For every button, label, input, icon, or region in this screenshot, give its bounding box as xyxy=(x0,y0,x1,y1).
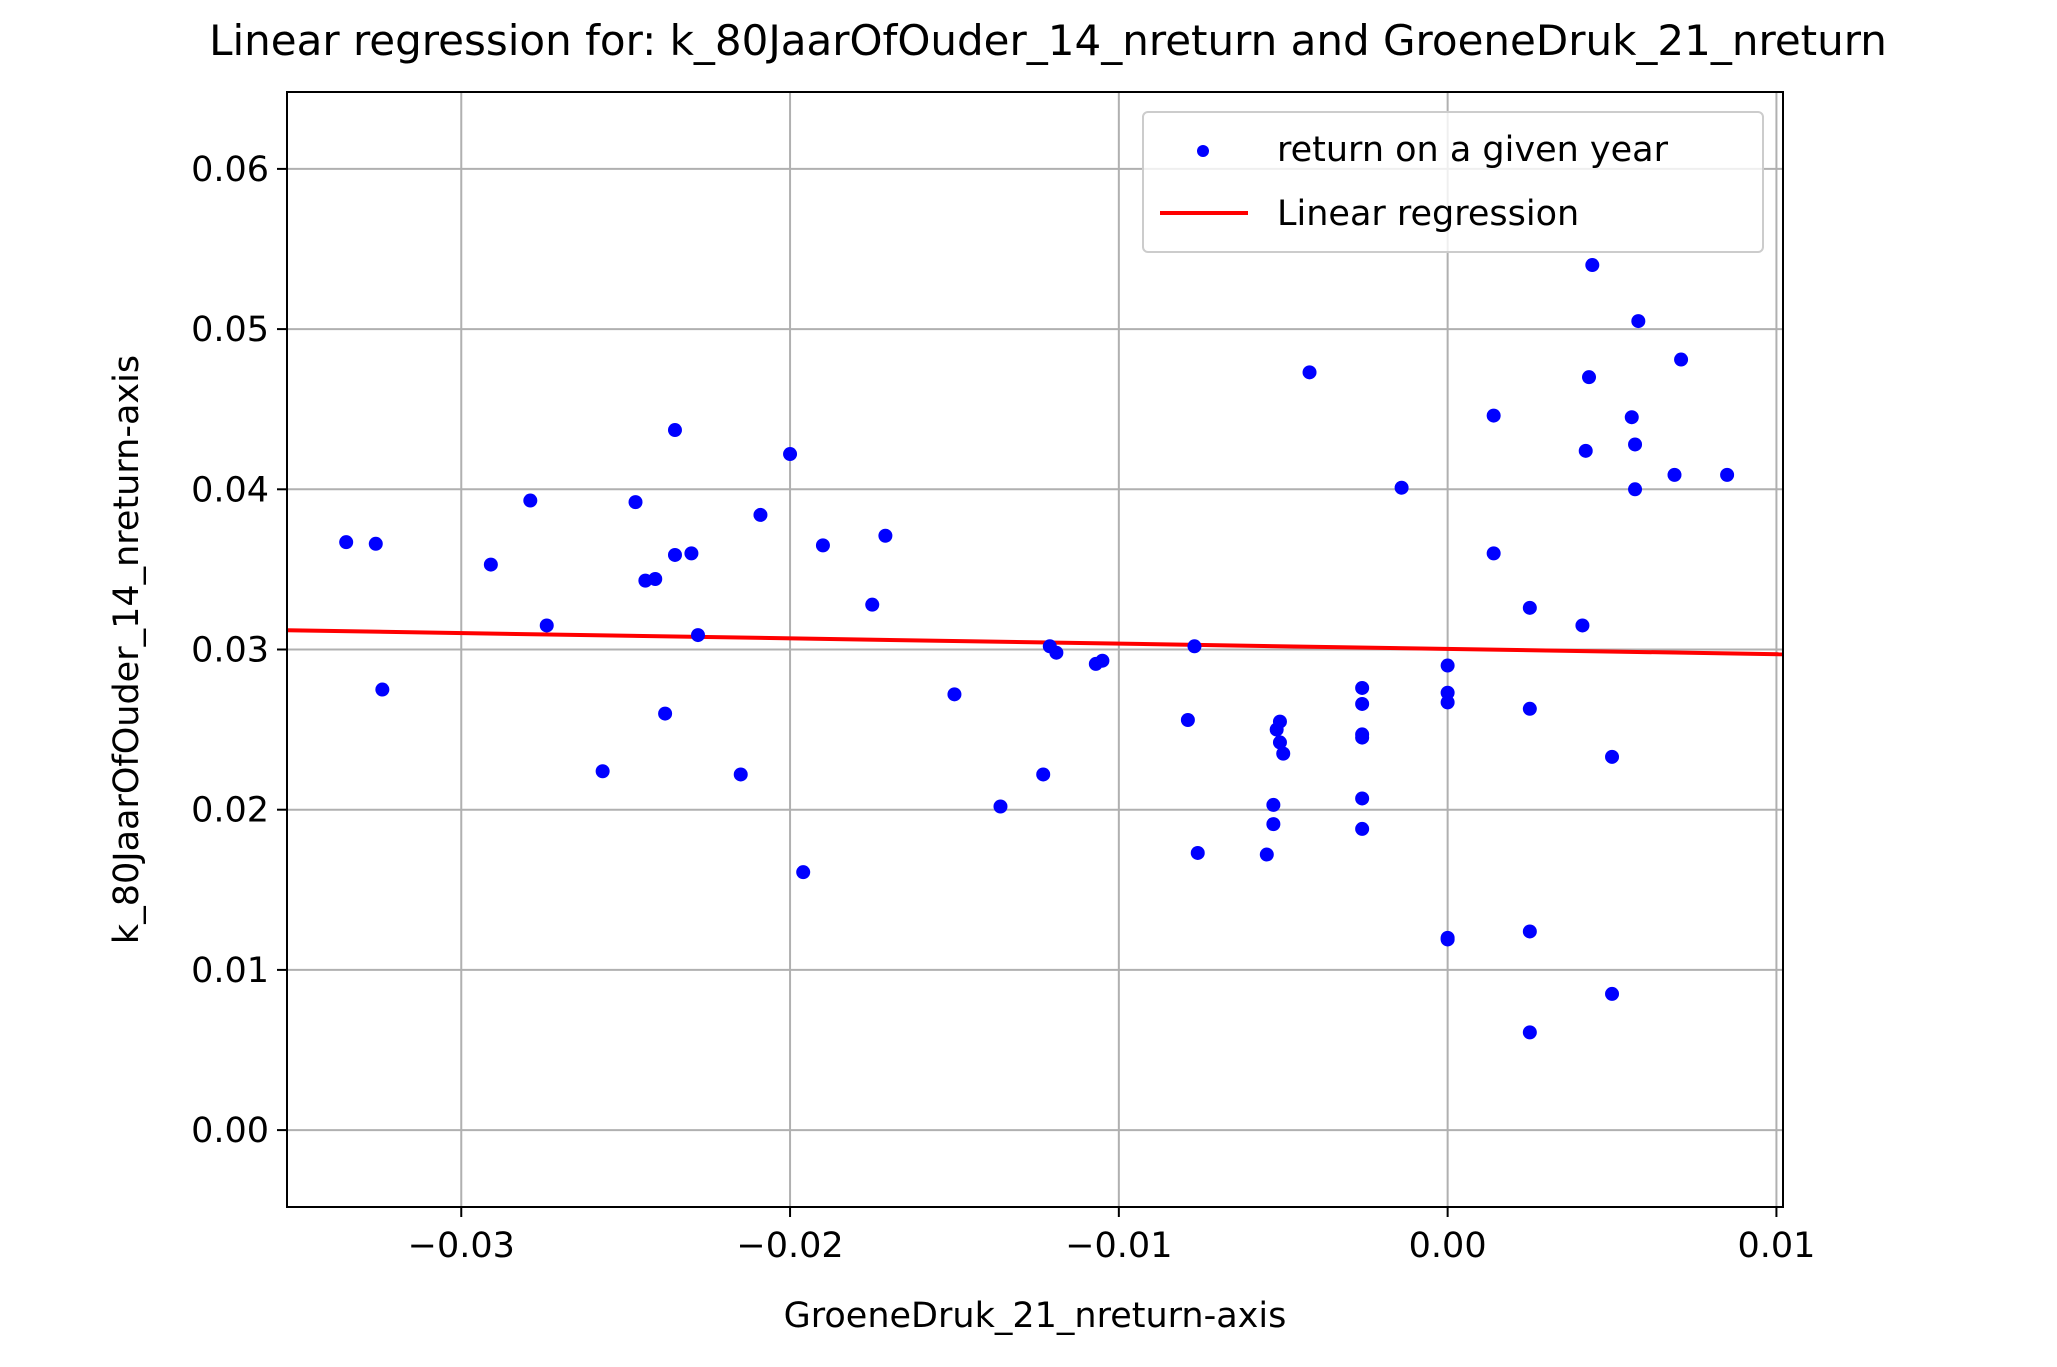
scatter-point xyxy=(339,535,354,550)
scatter-point xyxy=(1440,932,1455,947)
scatter-point xyxy=(1259,847,1274,862)
x-tick-label: 0.00 xyxy=(1409,1226,1487,1266)
scatter-point xyxy=(1355,791,1370,806)
y-tick-label: 0.02 xyxy=(191,791,269,831)
scatter-point xyxy=(1674,352,1689,367)
scatter-point xyxy=(796,865,811,880)
chart-title: Linear regression for: k_80JaarOfOuder_1… xyxy=(209,16,1887,65)
scatter-point xyxy=(1522,701,1537,716)
scatter-point xyxy=(1266,817,1281,832)
scatter-point xyxy=(1187,639,1202,654)
scatter-point xyxy=(667,547,682,562)
scatter-point xyxy=(1190,845,1205,860)
scatter-point xyxy=(375,682,390,697)
scatter-point xyxy=(1036,767,1051,782)
scatter-point xyxy=(628,495,643,510)
scatter-point xyxy=(1605,749,1620,764)
scatter-point xyxy=(1522,600,1537,615)
legend-box xyxy=(1142,111,1764,253)
scatter-point xyxy=(1486,546,1501,561)
scatter-point xyxy=(1667,467,1682,482)
scatter-point xyxy=(1578,443,1593,458)
y-tick-label: 0.00 xyxy=(191,1111,269,1151)
scatter-point xyxy=(1628,482,1643,497)
scatter-point xyxy=(648,572,663,587)
regression-line-layer xyxy=(286,628,1784,657)
y-tick-label: 0.05 xyxy=(191,310,269,350)
scatter-point xyxy=(1522,924,1537,939)
scatter-point xyxy=(1394,480,1409,495)
scatter-point xyxy=(523,493,538,508)
scatter-point xyxy=(1624,410,1639,425)
scatter-point xyxy=(658,706,673,721)
scatter-point xyxy=(595,764,610,779)
y-axis-label: k_80JaarOfOuder_14_nreturn-axis xyxy=(107,355,147,944)
scatter-point xyxy=(1628,437,1643,452)
x-axis-label: GroeneDruk_21_nreturn-axis xyxy=(784,1296,1287,1336)
scatter-point xyxy=(1486,408,1501,423)
scatter-point xyxy=(1266,797,1281,812)
scatter-point xyxy=(1720,467,1735,482)
scatter-points-layer xyxy=(339,258,1735,1040)
scatter-point xyxy=(1440,695,1455,710)
scatter-point xyxy=(1522,1025,1537,1040)
y-tick-label: 0.01 xyxy=(191,951,269,991)
scatter-point xyxy=(1049,645,1064,660)
scatter-point xyxy=(993,799,1008,814)
scatter-point xyxy=(483,557,498,572)
scatter-point xyxy=(815,538,830,553)
scatter-point xyxy=(733,767,748,782)
x-tick-label: −0.02 xyxy=(736,1226,843,1266)
axis-ticks: −0.03 −0.02 −0.01 0.00 0.01 0.00 0.01 0.02 0.03 0… xyxy=(191,150,1815,1266)
grid-lines xyxy=(287,92,1783,1207)
scatter-point xyxy=(1355,696,1370,711)
x-tick-label: −0.01 xyxy=(1065,1226,1172,1266)
scatter-point xyxy=(1272,735,1287,750)
y-tick-label: 0.04 xyxy=(191,470,269,510)
scatter-point xyxy=(753,507,768,522)
regression-line xyxy=(286,628,1784,657)
scatter-point xyxy=(368,536,383,551)
scatter-point xyxy=(1355,730,1370,745)
scatter-point xyxy=(1585,258,1600,273)
y-tick-label: 0.06 xyxy=(191,150,269,190)
legend-label-regression-line: Linear regression xyxy=(1277,194,1579,234)
scatter-point xyxy=(1272,714,1287,729)
scatter-point xyxy=(1095,653,1110,668)
x-tick-label: −0.03 xyxy=(408,1226,515,1266)
scatter-point xyxy=(1180,712,1195,727)
scatter-point xyxy=(1575,618,1590,633)
scatter-point xyxy=(1302,365,1317,380)
scatter-point xyxy=(878,528,893,543)
scatter-point xyxy=(539,618,554,633)
legend-label-scatter: return on a given year xyxy=(1277,130,1669,170)
scatter-point xyxy=(1440,685,1455,700)
scatter-point xyxy=(783,447,798,462)
scatter-point xyxy=(1631,314,1646,329)
x-tick-label: 0.01 xyxy=(1737,1226,1815,1266)
scatter-point xyxy=(1355,821,1370,836)
scatter-point xyxy=(690,628,705,643)
scatter-point xyxy=(1355,680,1370,695)
scatter-point xyxy=(947,687,962,702)
scatter-point xyxy=(667,423,682,438)
scatter-point xyxy=(1605,986,1620,1001)
legend-marker-scatter xyxy=(1197,145,1209,157)
legend: return on a given year Linear regression xyxy=(1142,111,1764,253)
y-tick-label: 0.03 xyxy=(191,631,269,671)
scatter-point xyxy=(1440,658,1455,673)
scatter-point xyxy=(1582,370,1597,385)
scatter-point xyxy=(684,546,699,561)
scatter-point xyxy=(1276,746,1291,761)
scatter-point xyxy=(865,597,880,612)
